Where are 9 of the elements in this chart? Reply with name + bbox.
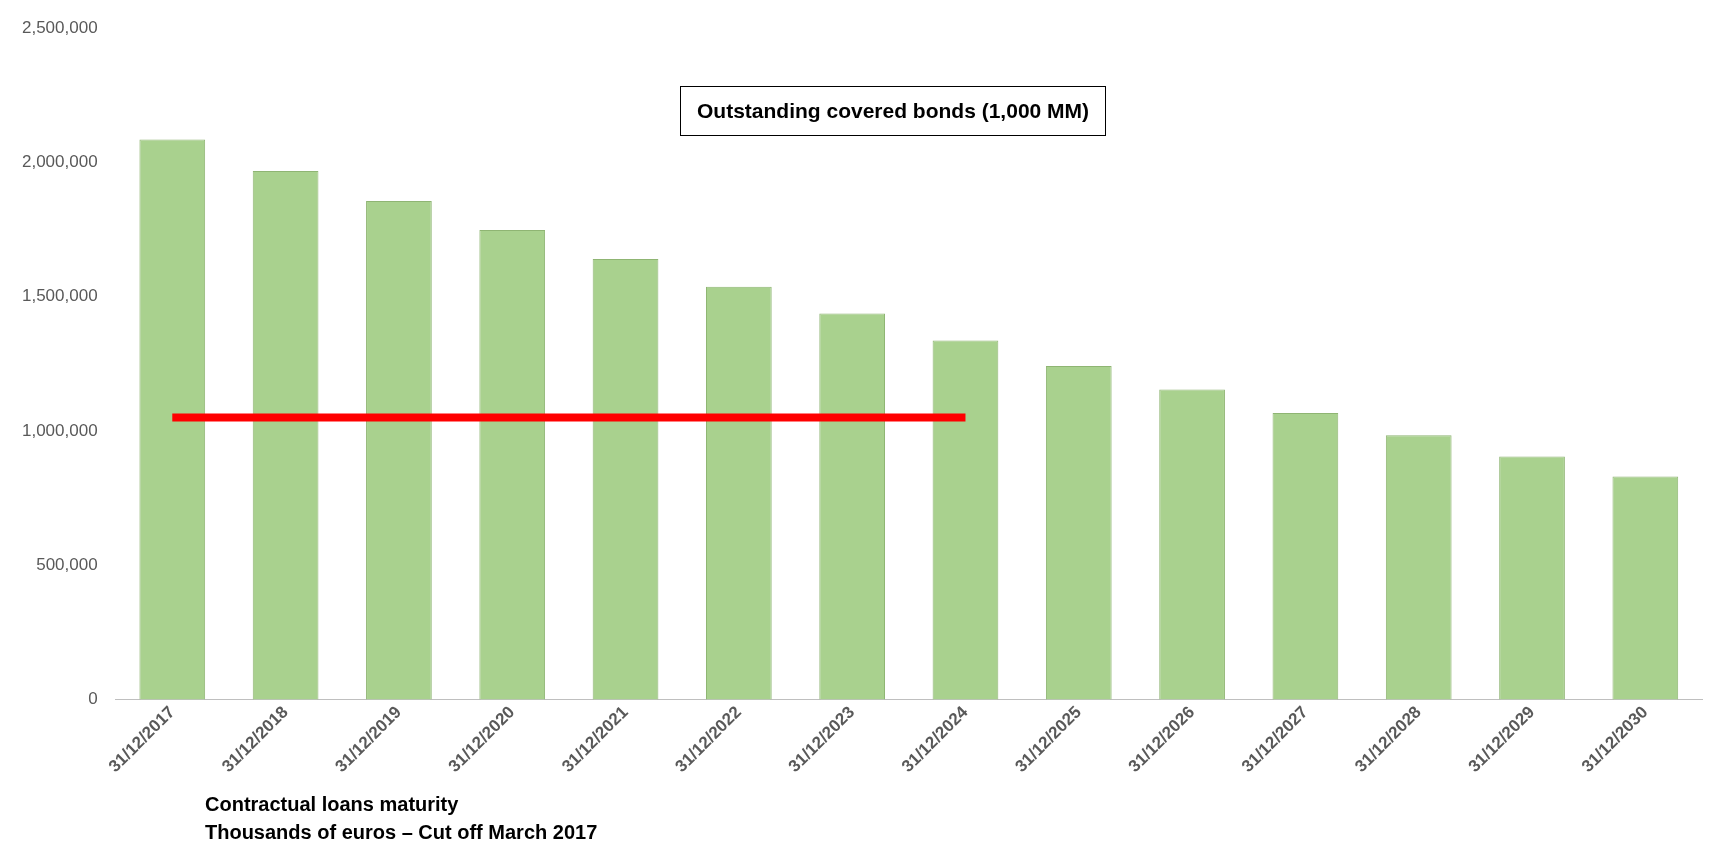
y-tick-label: 1,500,000 — [21, 286, 98, 306]
text: Outstanding covered bonds (1,000 MM) — [697, 99, 1090, 123]
text: Thousands of euros – Cut off March 2017 — [205, 820, 598, 845]
text: Contractual loans maturity — [205, 792, 460, 817]
y-tick-label: 500,000 — [36, 554, 98, 574]
y-tick-label: 2,500,000 — [21, 17, 98, 37]
y-tick-label: 0 — [88, 689, 98, 709]
y-tick-label: 2,000,000 — [21, 152, 98, 172]
y-tick-label: 1,000,000 — [21, 420, 98, 440]
